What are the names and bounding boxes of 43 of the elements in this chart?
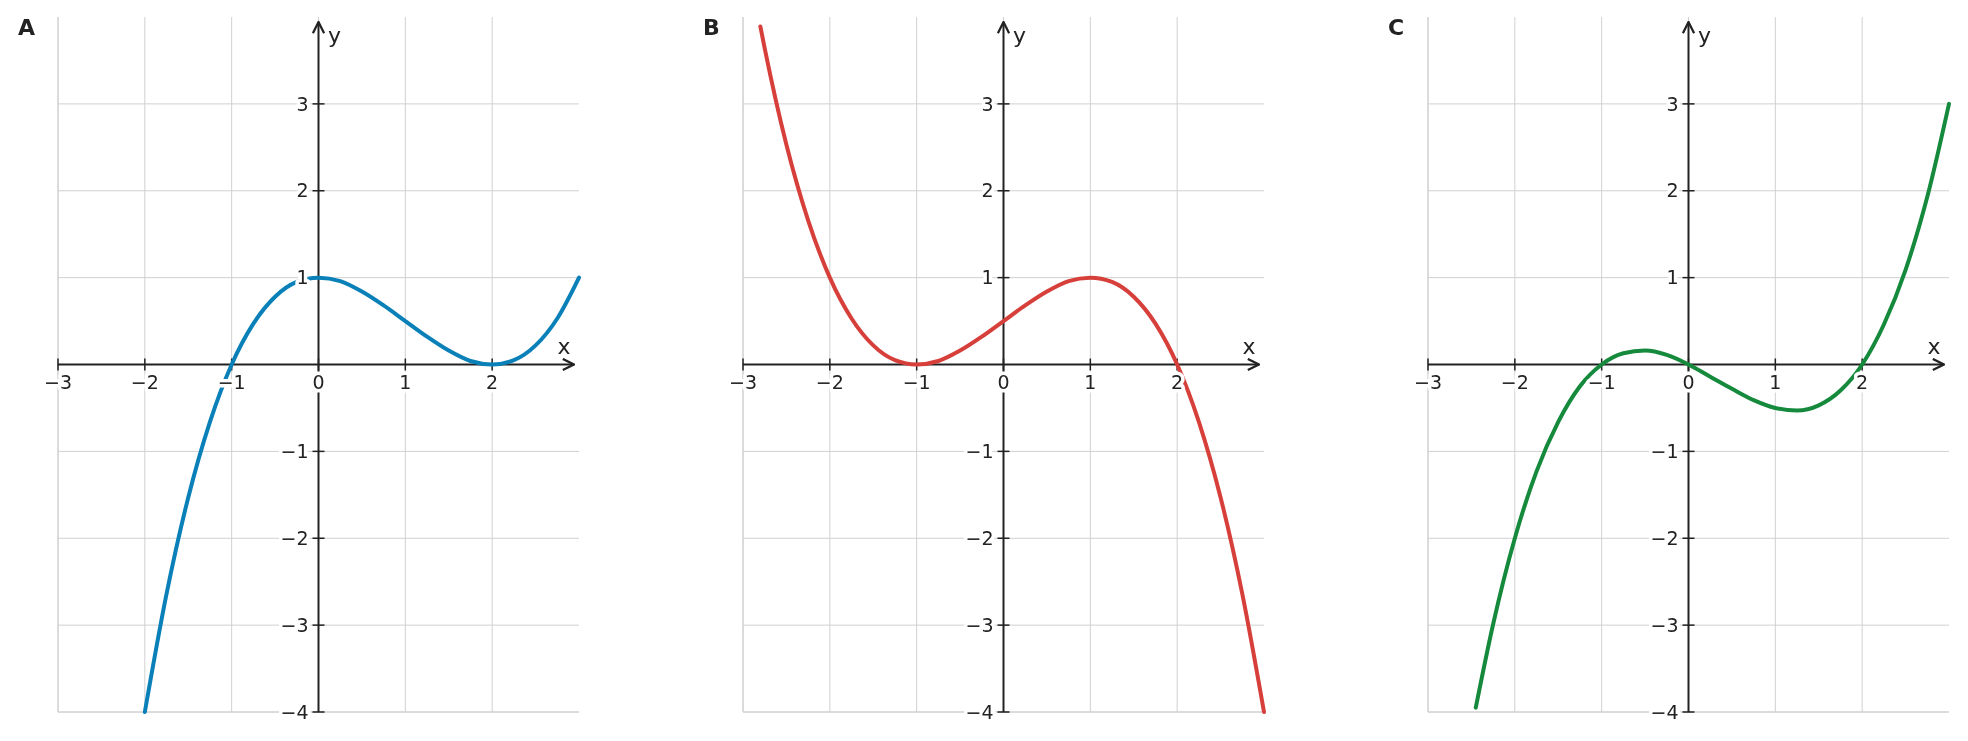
x-tick-label: 2 [1171, 370, 1184, 393]
x-tick-label: −3 [728, 370, 758, 393]
y-tick-label: 1 [1666, 266, 1679, 289]
chart-title: B [703, 15, 720, 40]
y-tick-label: 3 [1666, 92, 1679, 115]
y-tick-label: −3 [1650, 613, 1679, 636]
y-tick-label: −1 [1650, 440, 1679, 463]
chart-title: A [18, 15, 36, 40]
y-tick-label: −3 [280, 613, 309, 636]
x-tick-label: 2 [1856, 370, 1869, 393]
y-tick-label: −4 [1650, 700, 1679, 723]
x-tick-label: −1 [902, 370, 931, 393]
y-tick-label: −1 [965, 440, 994, 463]
x-axis-title: x [1927, 333, 1941, 359]
y-axis-title: y [327, 23, 342, 48]
y-tick-label: 3 [296, 92, 309, 115]
x-tick-label: −1 [1587, 370, 1616, 393]
x-tick-label: 2 [486, 370, 499, 393]
y-tick-label: 2 [981, 179, 994, 202]
y-tick-label: 2 [1666, 179, 1679, 202]
x-tick-label: −2 [1500, 370, 1529, 393]
y-axis-title: y [1012, 23, 1027, 48]
y-tick-label: −4 [965, 700, 994, 723]
y-tick-label: −1 [280, 440, 309, 463]
y-tick-label: 3 [981, 92, 994, 115]
y-tick-label: 2 [296, 179, 309, 202]
x-axis-title: x [1242, 333, 1256, 359]
chart-title: C [1388, 15, 1405, 40]
x-tick-label: 1 [1084, 370, 1097, 393]
x-tick-label: 1 [1769, 370, 1782, 393]
y-tick-label: −4 [280, 700, 309, 723]
x-tick-label: −2 [130, 370, 159, 393]
x-tick-label: 1 [399, 370, 412, 393]
y-tick-label: −2 [1650, 526, 1679, 549]
y-tick-label: 1 [981, 266, 994, 289]
x-tick-label: −3 [43, 370, 73, 393]
y-axis-title: y [1697, 23, 1712, 48]
y-tick-label: −2 [280, 526, 309, 549]
y-tick-label: −2 [965, 526, 994, 549]
x-tick-label: −2 [815, 370, 844, 393]
x-axis-title: x [557, 333, 571, 359]
y-tick-label: −3 [965, 613, 994, 636]
x-tick-label: −3 [1413, 370, 1443, 393]
